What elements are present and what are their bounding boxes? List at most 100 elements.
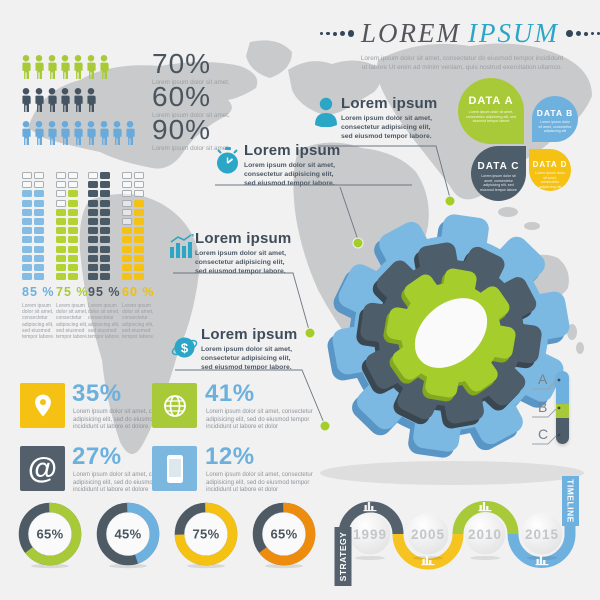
- waffle-cell: [88, 199, 98, 207]
- waffle-cell: [68, 199, 78, 207]
- waffle-cell: [134, 208, 144, 216]
- waffle-percent-label: 95 %: [88, 285, 121, 300]
- gear-shadow: [320, 461, 584, 485]
- waffle-cell: [22, 273, 32, 281]
- waffle-cell: [134, 181, 144, 189]
- person-icon: [35, 87, 44, 112]
- timeline-label: TIMELINE: [566, 479, 576, 523]
- waffle-cell: [100, 181, 110, 189]
- waffle-cell: [56, 172, 66, 179]
- people-percent-70: 70%: [152, 48, 212, 79]
- waffle-cell: [134, 245, 144, 253]
- person-icon: [48, 120, 57, 145]
- waffle-cell: [56, 254, 66, 262]
- smartphone-icon: [166, 454, 183, 483]
- waffle-cell: [134, 190, 144, 198]
- donut-chart-65-orange: 65%: [252, 502, 316, 569]
- waffle-cell: [88, 273, 98, 281]
- waffle-cell: [68, 181, 78, 189]
- people-row-60: [20, 85, 97, 114]
- person-icon: [35, 120, 44, 145]
- waffle-cell: [100, 172, 110, 179]
- stat-body-41: Lorem ipsum dolor sit amet, consectetur …: [206, 409, 313, 431]
- waffle-cell: [34, 199, 44, 207]
- stat-tile-globe: [152, 383, 197, 428]
- waffle-cell: [134, 227, 144, 235]
- waffle-cell: [34, 190, 44, 198]
- abc-label-b: B: [538, 399, 548, 415]
- person-icon: [100, 54, 109, 79]
- decorative-dot: [583, 31, 588, 36]
- svg-text:2005: 2005: [411, 527, 445, 542]
- person-icon: [87, 120, 96, 145]
- decorative-dot: [575, 31, 581, 36]
- waffle-cell: [122, 208, 132, 216]
- waffle-group-95%: 95 % Lorem ipsum dolor sit amet, consecte…: [88, 172, 122, 340]
- waffle-cell: [56, 273, 66, 281]
- gear-center-hole: [414, 298, 488, 368]
- stat-percent-12: 12%: [205, 443, 255, 470]
- waffle-cell: [68, 190, 78, 198]
- svg-text:2010: 2010: [468, 527, 502, 542]
- person-icon: [100, 120, 109, 145]
- waffle-cell: [88, 172, 98, 179]
- waffle-cell: [22, 199, 32, 207]
- person-icon: [74, 87, 83, 112]
- svg-text:65%: 65%: [271, 527, 298, 542]
- waffle-percent-label: 60 %: [122, 285, 155, 300]
- callout-1: Lorem ipsum Lorem ipsum dolor sit amet, …: [313, 95, 437, 140]
- waffle-cell: [68, 172, 78, 179]
- people-row-90: [20, 118, 136, 147]
- callout-2: Lorem ipsum Lorem ipsum dolor sit amet, …: [214, 142, 340, 187]
- callout-4-body: Lorem ipsum dolor sit amet, consectetur …: [201, 346, 293, 371]
- header-title: LOREM IPSUM: [320, 18, 600, 49]
- decorative-dot: [339, 31, 345, 36]
- callout-3-heading: Lorem ipsum: [195, 230, 292, 247]
- waffle-cell: [56, 236, 66, 244]
- people-caption-90: Lorem ipsum dolor sit amet,: [152, 145, 230, 152]
- waffle-cell: [122, 273, 132, 281]
- waffle-cell: [134, 263, 144, 271]
- person-icon: [35, 54, 44, 79]
- people-caption-60: Lorem ipsum dolor sit amet,: [152, 112, 230, 119]
- waffle-cell: [88, 254, 98, 262]
- data-a-body: Lorem ipsum dolor sit amet, consectetur …: [466, 110, 516, 124]
- waffle-cell: [22, 254, 32, 262]
- waffle-cell: [56, 190, 66, 198]
- waffle-cell: [34, 172, 44, 179]
- waffle-cell: [68, 208, 78, 216]
- waffle-cell: [22, 208, 32, 216]
- decorative-dot: [566, 30, 573, 37]
- data-d-label: DATA D: [532, 160, 568, 169]
- title-word-gray: LOREM: [361, 18, 462, 48]
- subtitle-line-1: Lorem ipsum dolor sit amet, consectetur …: [360, 55, 564, 62]
- waffle-cell: [122, 245, 132, 253]
- person-icon: [48, 54, 57, 79]
- stat-tile-phone: [152, 446, 197, 491]
- waffle-cell: [88, 208, 98, 216]
- waffle-cell: [68, 273, 78, 281]
- dollar-globe-icon: $: [171, 337, 198, 358]
- waffle-group-75%: 75 % Lorem ipsum dolor sit amet, consecte…: [56, 172, 90, 340]
- data-d-petal: DATA D Lorem ipsum dolor sit amet, conse…: [529, 149, 571, 191]
- data-a-petal: DATA A Lorem ipsum dolor sit amet, conse…: [458, 78, 524, 144]
- waffle-cell: [122, 254, 132, 262]
- strategy-label-box: [334, 527, 352, 586]
- waffle-cell: [100, 263, 110, 271]
- person-icon: [113, 120, 122, 145]
- waffle-group-60%: 60 % Lorem ipsum dolor sit amet, consecte…: [122, 172, 156, 340]
- waffle-cell: [88, 245, 98, 253]
- waffle-cell: [122, 190, 132, 198]
- waffle-cell: [134, 236, 144, 244]
- donut-chart-75-yellow: 75%: [174, 502, 238, 569]
- waffle-cell: [100, 199, 110, 207]
- globe-icon: [163, 394, 186, 417]
- waffle-cell: [56, 227, 66, 235]
- waffle-cell: [34, 263, 44, 271]
- waffle-cell: [122, 181, 132, 189]
- waffle-cell: [100, 254, 110, 262]
- data-c-label: DATA C: [477, 161, 520, 172]
- callout-2-heading: Lorem ipsum: [244, 142, 341, 159]
- donut-chart-65-green: 65%: [18, 502, 82, 569]
- data-c-body: Lorem ipsum dolor sit amet, consectetur …: [480, 174, 517, 192]
